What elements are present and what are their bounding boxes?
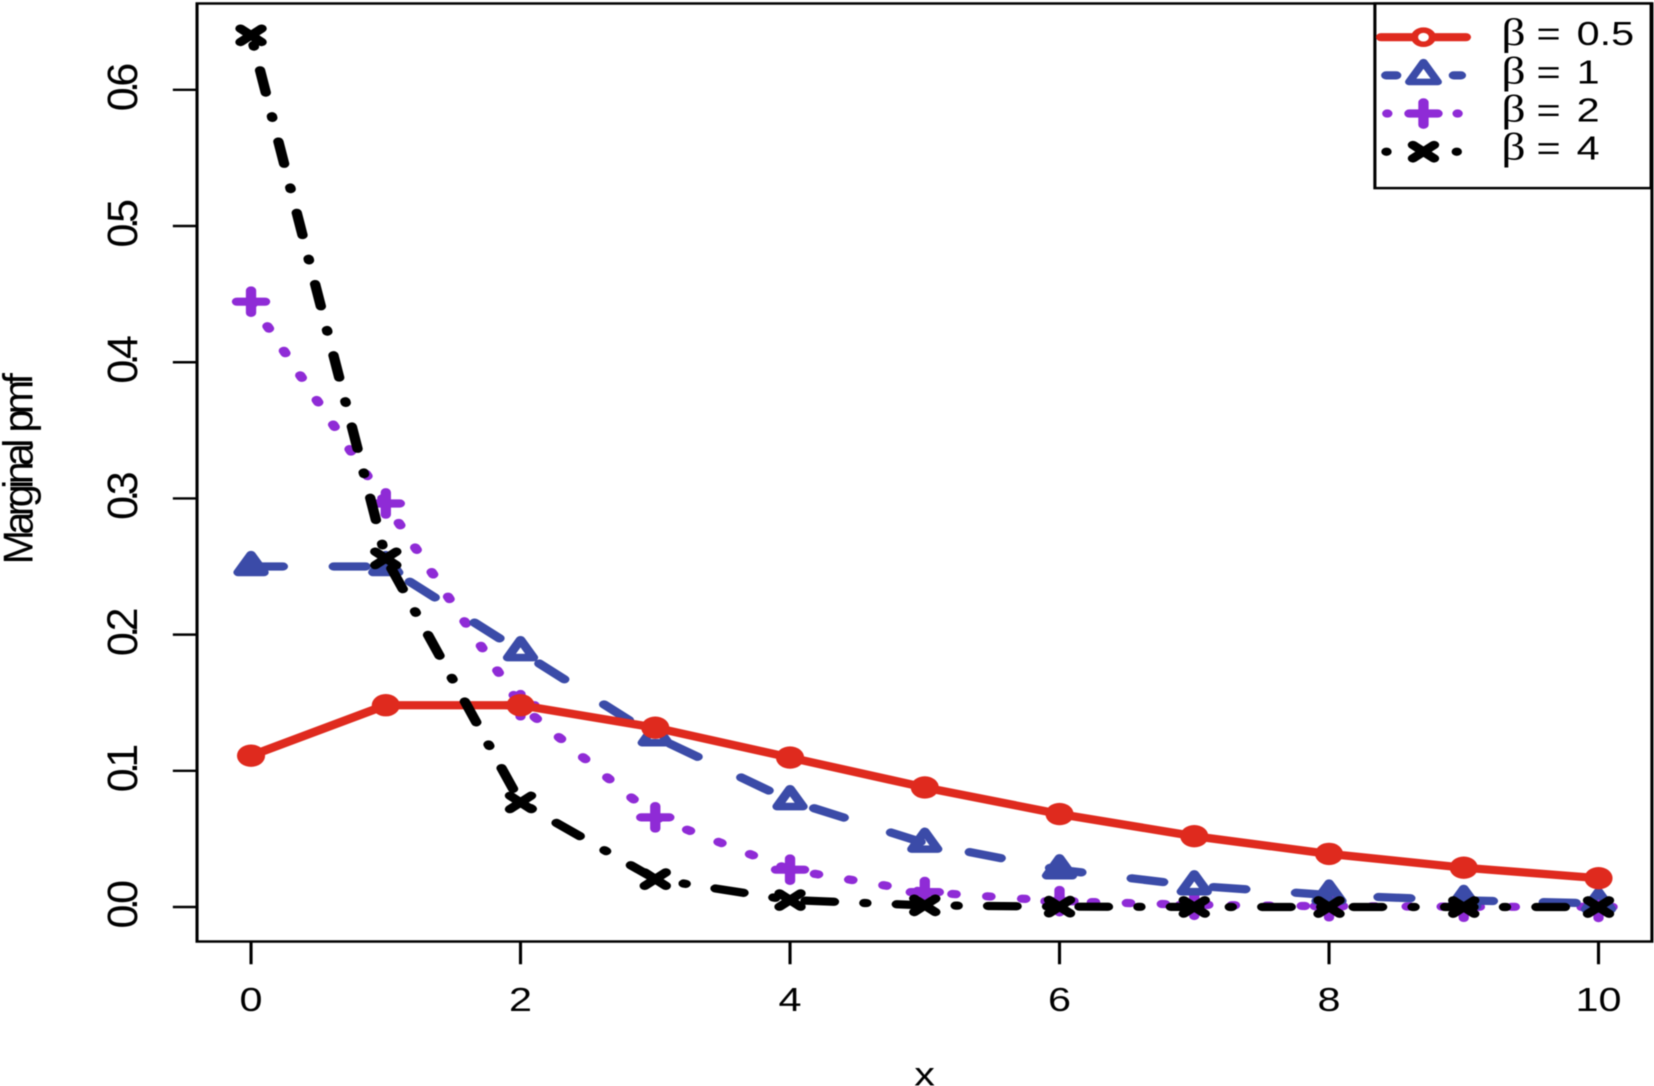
svg-text:10: 10	[1576, 981, 1622, 1018]
svg-text:0.0: 0.0	[99, 881, 147, 929]
svg-text:0.2: 0.2	[99, 609, 147, 656]
svg-text:0.3: 0.3	[99, 472, 147, 520]
svg-text:0.4: 0.4	[99, 336, 147, 384]
svg-text:x: x	[914, 1056, 935, 1086]
svg-text:0: 0	[240, 981, 263, 1018]
svg-text:6: 6	[1048, 981, 1071, 1018]
svg-text:β=1: β = 1	[1501, 51, 1599, 92]
svg-text:8: 8	[1318, 981, 1341, 1018]
svg-text:β=2: β = 2	[1501, 89, 1599, 130]
svg-text:2: 2	[509, 981, 532, 1018]
svg-text:4: 4	[779, 981, 802, 1018]
svg-text:β=4: β = 4	[1501, 127, 1599, 168]
svg-text:Marginal pmf: Marginal pmf	[0, 372, 42, 564]
svg-text:0.6: 0.6	[99, 64, 147, 112]
svg-text:0.5: 0.5	[99, 200, 147, 248]
svg-text:β=0.5: β = 0.5	[1501, 13, 1634, 54]
svg-text:0.1: 0.1	[99, 746, 147, 793]
